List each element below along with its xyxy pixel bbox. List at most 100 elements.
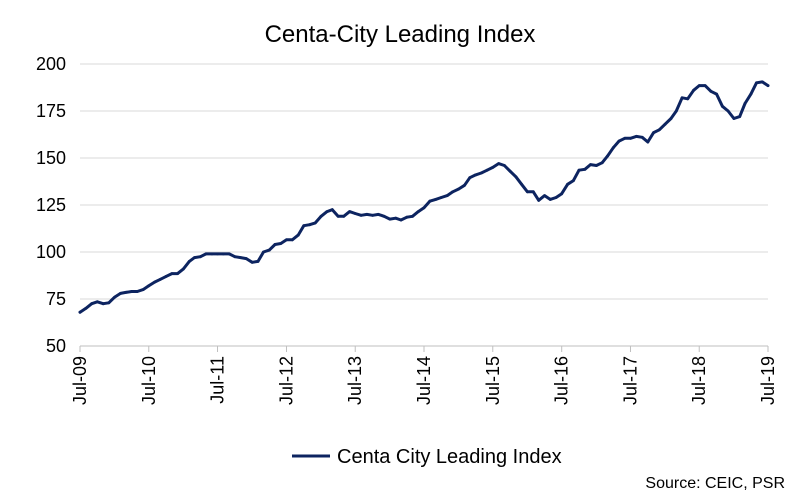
x-tick-Jul-09: Jul-09	[70, 356, 90, 405]
data-point	[256, 260, 260, 263]
data-point	[222, 252, 225, 256]
x-axis: Jul-09 Jul-10 Jul-11 Jul-12 Jul-13 Jul-14 Jul-…	[70, 345, 778, 405]
x-tick-Jul-11: Jul-11	[208, 356, 228, 404]
data-point	[182, 267, 185, 271]
data-point	[634, 135, 638, 138]
x-tick-Jul-13: Jul-13	[345, 356, 365, 405]
data-point	[147, 284, 151, 288]
data-point	[193, 256, 196, 259]
y-tick-150: 150	[36, 148, 66, 168]
data-point	[348, 210, 351, 214]
data-point	[709, 89, 713, 93]
data-point	[176, 272, 180, 275]
data-point	[743, 102, 747, 105]
data-point	[434, 198, 438, 201]
data-point	[738, 115, 742, 118]
data-point	[405, 215, 409, 219]
data-point	[199, 255, 202, 259]
data-point	[135, 290, 139, 293]
chart-title: Centa-City Leading Index	[265, 21, 536, 48]
data-point	[508, 169, 512, 173]
data-point	[319, 214, 323, 218]
data-point	[531, 190, 535, 194]
data-point	[600, 161, 604, 165]
data-point	[439, 196, 443, 199]
data-point	[342, 214, 346, 218]
data-point	[244, 257, 248, 260]
data-point	[325, 210, 329, 214]
y-axis: 50 75 100 125 150 175 200	[36, 54, 66, 356]
data-point	[463, 183, 466, 187]
data-point	[296, 233, 300, 237]
data-point	[652, 131, 655, 135]
data-point	[617, 139, 621, 143]
data-point	[468, 176, 472, 180]
data-point	[646, 140, 650, 144]
data-point	[451, 190, 455, 194]
data-point	[583, 167, 587, 171]
data-point	[445, 194, 449, 198]
data-point	[548, 198, 552, 201]
data-point	[428, 199, 432, 203]
data-point	[227, 252, 231, 256]
data-point	[159, 277, 162, 281]
data-point	[692, 88, 695, 92]
data-point	[680, 96, 684, 100]
data-point	[388, 217, 392, 221]
data-point	[371, 213, 374, 217]
data-point	[78, 310, 82, 314]
series-group	[78, 80, 770, 314]
series-line	[78, 80, 770, 314]
data-point	[514, 175, 518, 179]
data-point	[279, 242, 283, 245]
data-point	[497, 162, 500, 166]
y-tick-100: 100	[36, 242, 66, 262]
data-point	[606, 154, 609, 158]
data-point	[479, 171, 483, 175]
y-tick-200: 200	[36, 54, 66, 74]
data-point	[686, 97, 690, 101]
data-point	[250, 260, 254, 264]
data-point	[732, 117, 736, 120]
data-point	[353, 212, 357, 215]
data-point	[663, 122, 667, 126]
data-point	[657, 128, 661, 132]
x-tick-Jul-12: Jul-12	[276, 356, 296, 405]
data-point	[290, 238, 294, 242]
data-point	[308, 223, 311, 227]
data-point	[273, 243, 277, 246]
data-point	[611, 146, 615, 150]
data-point	[485, 168, 489, 172]
data-point	[313, 221, 317, 225]
data-point	[262, 250, 265, 254]
source-note: Source: CEIC, PSR	[645, 475, 785, 492]
data-point	[543, 194, 546, 198]
data-point	[595, 164, 598, 167]
data-point	[84, 307, 88, 310]
y-tick-175: 175	[36, 101, 66, 121]
data-point	[491, 166, 495, 169]
data-point	[233, 255, 237, 259]
data-point	[669, 117, 673, 120]
data-point	[107, 301, 111, 305]
data-point	[416, 210, 420, 214]
data-point	[267, 248, 271, 252]
x-tick-Jul-16: Jul-16	[552, 356, 572, 405]
x-tick-Jul-17: Jul-17	[620, 356, 640, 405]
data-point	[474, 173, 477, 177]
data-point	[503, 164, 506, 167]
data-point	[164, 275, 168, 278]
data-point	[394, 216, 398, 220]
data-point	[204, 252, 208, 256]
data-point	[359, 213, 363, 217]
data-point	[382, 214, 386, 218]
data-point	[422, 206, 426, 210]
data-point	[411, 214, 414, 218]
data-point	[715, 92, 718, 96]
data-point	[216, 252, 219, 256]
y-tick-50: 50	[46, 336, 66, 356]
data-point	[399, 218, 403, 222]
data-point	[124, 291, 128, 294]
data-point	[365, 213, 369, 216]
data-point	[113, 295, 117, 299]
